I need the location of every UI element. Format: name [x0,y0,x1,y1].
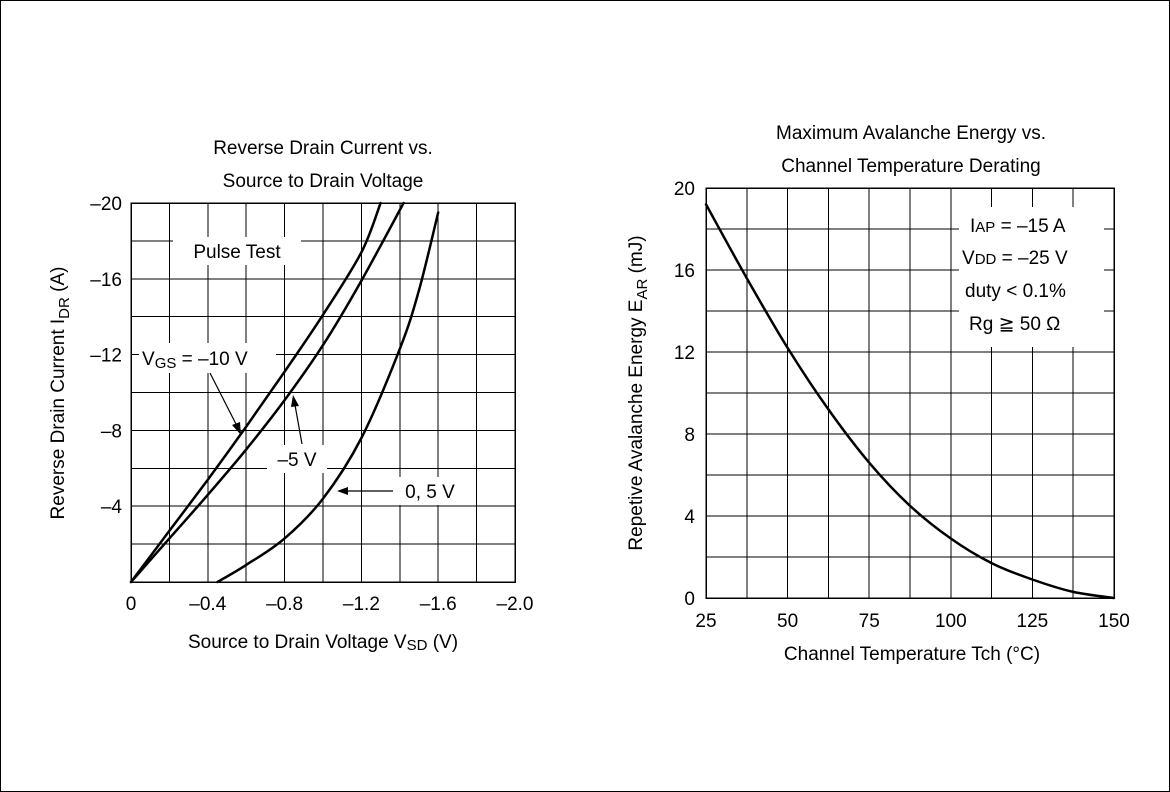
vgs10-label: VGS = –10 V [142,349,248,372]
pulse-test-label: Pulse Test [193,242,281,263]
chart1-series-line-2 [216,211,440,584]
chart2-x-tick-label: 75 [859,611,880,632]
conditions-box [959,207,1104,347]
chart2-y-ticks: 0 4 8 12 16 20 [674,179,696,610]
chart2-x-axis-label: Channel Temperature Tch (°C) [784,644,1040,665]
chart1-x-tick-label: –1.2 [343,594,380,615]
condition-iap: IAP = –15 A [970,216,1066,237]
vgs5-arrow [294,404,303,445]
chart1-y-tick-label: –8 [101,421,122,442]
chart2-grid [706,188,1114,598]
chart2-x-tick-label: 125 [1017,611,1049,632]
chart2-series-line-0 [704,203,1116,600]
chart2-title-line1: Maximum Avalanche Energy vs. [776,123,1046,144]
chart1-y-ticks: –4 –8 –12 –16 –20 [90,194,122,518]
vgs10-arrowhead [232,422,241,435]
condition-duty: duty < 0.1% [965,281,1066,302]
chart1-y-tick-label: –16 [90,270,122,291]
chart2-curves [704,203,1116,600]
chart1-x-tick-label: –2.0 [497,594,534,615]
chart1-series-line-0 [129,201,382,584]
vgs5-arrowhead [291,395,299,407]
chart1-x-ticks: 0 –0.4 –0.8 –1.2 –1.6 –2.0 [126,594,534,615]
reverse-drain-current-chart: Reverse Drain Current vs. Source to Drai… [48,138,533,654]
chart2-x-tick-label: 25 [695,611,716,632]
chart2-x-tick-label: 100 [935,611,967,632]
pulse-test-box [173,237,301,265]
chart1-x-tick-label: –0.8 [266,594,303,615]
chart2-y-tick-label: 12 [674,343,695,364]
chart1-title-line1: Reverse Drain Current vs. [213,138,433,159]
chart2-x-tick-label: 50 [777,611,798,632]
vgs0-arrowhead [337,487,348,495]
condition-vdd: VDD = –25 V [962,248,1068,269]
chart2-y-axis-label: Repetive Avalanche Energy EAR (mJ) [626,235,651,550]
vgs5-label: –5 V [277,450,316,471]
vgs10-label-box [139,343,276,373]
chart1-y-tick-label: –20 [90,194,122,215]
chart1-y-tick-label: –12 [90,346,122,367]
chart1-x-tick-label: –1.6 [420,594,457,615]
chart1-x-axis-label: Source to Drain Voltage VSD (V) [188,632,458,654]
chart2-y-tick-label: 4 [684,507,695,528]
chart1-x-tick-label: –0.4 [189,594,226,615]
chart1-plot-area [130,202,516,583]
chart2-x-ticks: 25 50 75 100 125 150 [695,611,1129,632]
chart2-y-tick-label: 20 [674,179,695,200]
chart2-plot-area [705,187,1115,599]
chart1-y-axis-label: Reverse Drain Current IDR (A) [48,267,73,520]
chart2-y-tick-label: 8 [684,425,695,446]
chart2-x-tick-label: 150 [1098,611,1130,632]
chart2-y-tick-label: 16 [674,261,695,282]
vgs0-label-box [394,477,466,505]
chart2-title-line2: Channel Temperature Derating [781,156,1040,177]
condition-rg: Rg ≧ 50 Ω [969,314,1060,335]
chart1-series-line-1 [129,201,405,584]
vgs5-label-box [267,445,327,473]
chart1-curves [129,201,440,584]
avalanche-energy-chart: Maximum Avalanche Energy vs. Channel Tem… [626,123,1130,665]
chart1-x-tick-label: 0 [126,594,137,615]
chart1-y-tick-label: –4 [101,497,123,518]
vgs10-arrow [209,372,238,427]
chart2-y-tick-label: 0 [684,589,695,610]
vgs0-label: 0, 5 V [405,482,455,503]
chart1-title-line2: Source to Drain Voltage [223,171,424,192]
